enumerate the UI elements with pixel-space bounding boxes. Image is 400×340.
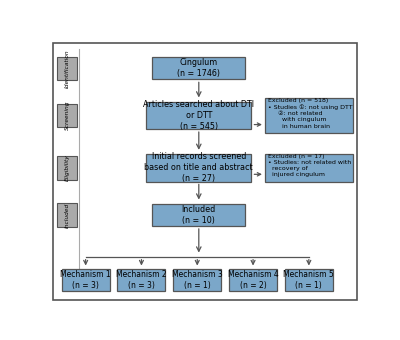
Text: Excluded (n = 17)
• Studies: not related with
  recovery of
  injured cingulum: Excluded (n = 17) • Studies: not related…: [268, 154, 352, 177]
FancyBboxPatch shape: [57, 104, 77, 127]
Text: Screening: Screening: [64, 101, 70, 130]
Text: Excluded (n = 518)
• Studies ①: not using DTT
     ②: not related
       with ci: Excluded (n = 518) • Studies ①: not usin…: [268, 98, 353, 129]
Text: Mechanism 5
(n = 1): Mechanism 5 (n = 1): [284, 270, 334, 290]
FancyBboxPatch shape: [57, 156, 77, 180]
FancyBboxPatch shape: [229, 269, 277, 291]
FancyBboxPatch shape: [57, 203, 77, 227]
Text: Included
(n = 10): Included (n = 10): [182, 205, 216, 225]
FancyBboxPatch shape: [265, 98, 353, 133]
FancyBboxPatch shape: [173, 269, 221, 291]
Text: Mechanism 3
(n = 1): Mechanism 3 (n = 1): [172, 270, 223, 290]
Text: Mechanism 4
(n = 2): Mechanism 4 (n = 2): [228, 270, 278, 290]
Text: Identification: Identification: [64, 49, 70, 88]
FancyBboxPatch shape: [62, 269, 110, 291]
FancyBboxPatch shape: [285, 269, 333, 291]
FancyBboxPatch shape: [146, 154, 252, 182]
Text: Mechanism 2
(n = 3): Mechanism 2 (n = 3): [116, 270, 167, 290]
Text: Initial records screened
based on title and abstract
(n = 27): Initial records screened based on title …: [144, 152, 253, 183]
Text: Cingulum
(n = 1746): Cingulum (n = 1746): [177, 58, 220, 78]
FancyBboxPatch shape: [152, 204, 245, 226]
Text: Articles searched about DTI
or DTT
(n = 545): Articles searched about DTI or DTT (n = …: [143, 100, 254, 131]
FancyBboxPatch shape: [146, 102, 252, 129]
Text: Mechanism 1
(n = 3): Mechanism 1 (n = 3): [60, 270, 111, 290]
Text: Included: Included: [64, 202, 70, 227]
FancyBboxPatch shape: [265, 154, 353, 182]
FancyBboxPatch shape: [152, 57, 245, 80]
Text: Eligibility: Eligibility: [64, 154, 70, 181]
FancyBboxPatch shape: [57, 56, 77, 80]
FancyBboxPatch shape: [118, 269, 166, 291]
